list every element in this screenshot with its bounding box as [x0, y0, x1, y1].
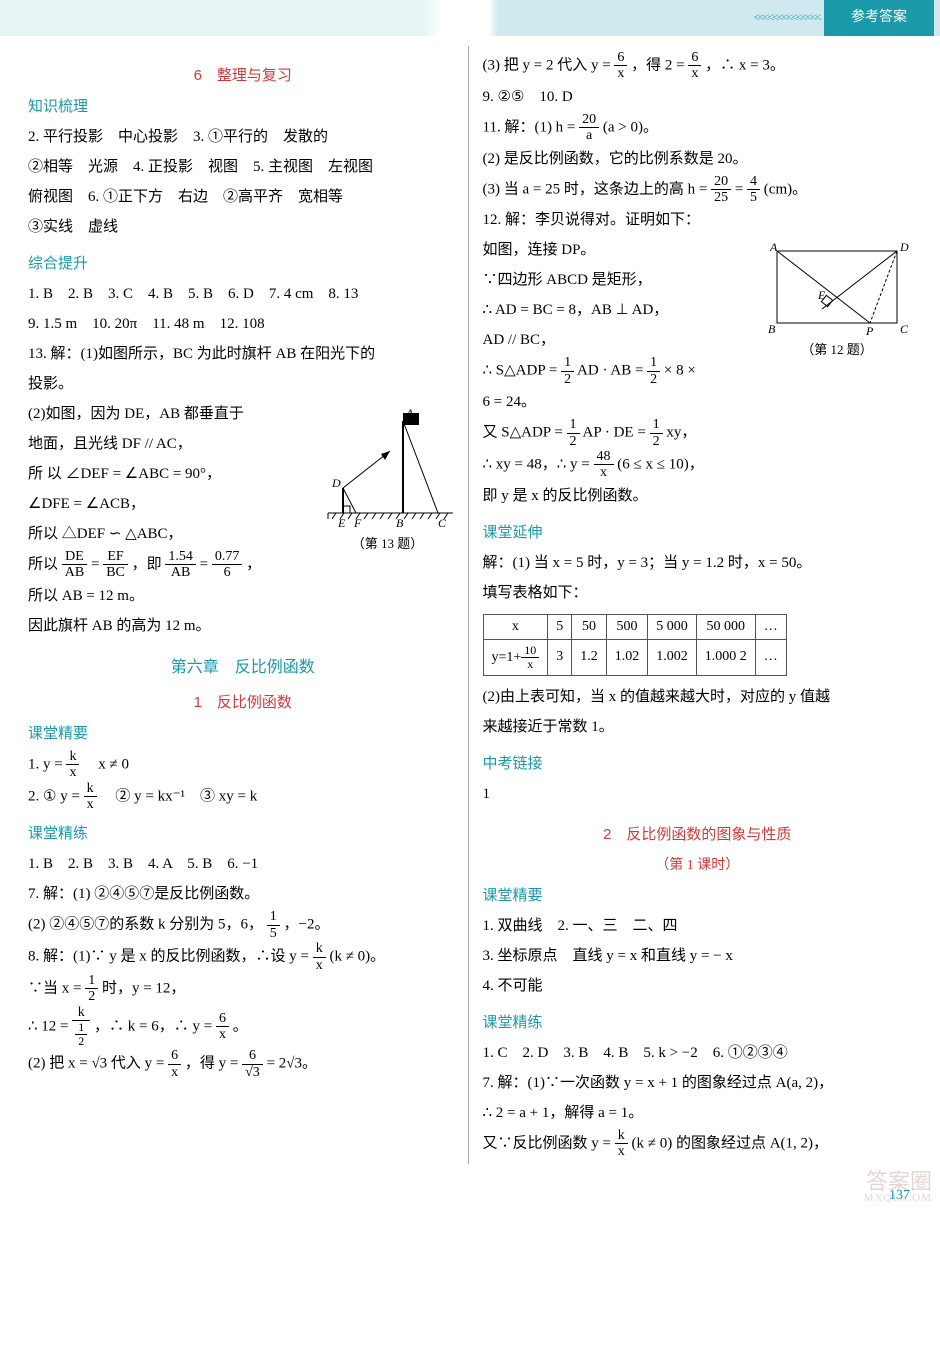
svg-text:C: C	[438, 516, 447, 530]
zsml-4: ③实线 虚线	[28, 212, 458, 242]
zklj-ans: 1	[483, 779, 913, 809]
watermark: 答案圈 MXQE.COM	[864, 1171, 932, 1204]
zsml-3: 俯视图 6. ①正下方 右边 ②高平齐 宽相等	[28, 182, 458, 212]
svg-text:D: D	[331, 476, 341, 490]
figure-13-svg: A B C D E F	[318, 403, 458, 533]
ktjy-2: 2. ① y = kx ② y = kx⁻¹ ③ xy = k	[28, 781, 458, 813]
data-table: x 5 50 500 5 000 50 000 … y=1+10x 3 1.2 …	[483, 614, 787, 676]
figure-12: A D B C P E （第 12 题）	[762, 239, 912, 358]
svg-text:F: F	[353, 516, 362, 530]
page-header: <<<<<<<<<<<<<< 参考答案	[0, 0, 940, 36]
title-6: 6 整理与复习	[28, 64, 458, 85]
p13h: 所以 DEAB = EFBC ，即 1.54AB = 0.776 ，	[28, 549, 458, 581]
page-footer: 137	[0, 1182, 940, 1210]
section-1: 1 反比例函数	[28, 691, 458, 712]
ys1: 解：(1) 当 x = 5 时，y = 3；当 y = 1.2 时，x = 50…	[483, 548, 913, 578]
p7: 7. 解：(1) ②④⑤⑦是反比例函数。	[28, 879, 458, 909]
p13h-pre: 所以	[28, 556, 62, 572]
rp3: (3) 把 y = 2 代入 y = 6x ，得 2 = 6x ，∴ x = 3…	[483, 50, 913, 82]
rp11: 11. 解：(1) h = 20a (a > 0)。	[483, 112, 913, 144]
svg-text:E: E	[817, 288, 826, 302]
label-zsml: 知识梳理	[28, 95, 458, 116]
ktjy2-2: 3. 坐标原点 直线 y = x 和直线 y = − x	[483, 941, 913, 971]
svg-text:B: B	[396, 516, 404, 530]
p7b: (2) ②④⑤⑦的系数 k 分别为 5，6， 15 ，−2。	[28, 909, 458, 941]
svg-text:D: D	[899, 240, 909, 254]
p13j: 因此旗杆 AB 的高为 12 m。	[28, 611, 458, 641]
zhts-2: 9. 1.5 m 10. 20π 11. 48 m 12. 108	[28, 309, 458, 339]
label-ktjl: 课堂精练	[28, 822, 458, 843]
rp12f: ∴ S△ADP = 12 AD · AB = 12 × 8 ×	[483, 355, 913, 387]
rp9: 9. ②⑤ 10. D	[483, 82, 913, 112]
rp7b: 7. 解：(1)∵一次函数 y = x + 1 的图象经过点 A(a, 2)，	[483, 1068, 913, 1098]
ktjy2-1: 1. 双曲线 2. 一、三 二、四	[483, 911, 913, 941]
svg-text:A: A	[769, 240, 778, 254]
rp12i: ∴ xy = 48，∴ y = 48x (6 ≤ x ≤ 10)，	[483, 449, 913, 481]
section-2-sub: （第 1 课时）	[483, 854, 913, 874]
table-row: y=1+10x 3 1.2 1.02 1.002 1.000 2 …	[483, 639, 786, 675]
rp11b: (2) 是反比例函数，它的比例系数是 20。	[483, 144, 913, 174]
ys2: 填写表格如下：	[483, 578, 913, 608]
label-ktjy2: 课堂精要	[483, 884, 913, 905]
ys3a: (2)由上表可知，当 x 的值越来越大时，对应的 y 值越	[483, 682, 913, 712]
header-badge: 参考答案	[824, 0, 934, 36]
p13a: 13. 解：(1)如图所示，BC 为此时旗杆 AB 在阳光下的	[28, 339, 458, 369]
p8d: (2) 把 x = √3 代入 y = 6x ，得 y = 6√3 = 2√3。	[28, 1048, 458, 1080]
label-ktjy: 课堂精要	[28, 722, 458, 743]
rp12j: 即 y 是 x 的反比例函数。	[483, 481, 913, 511]
svg-text:C: C	[900, 322, 909, 336]
rp7d: 又∵反比例函数 y = kx (k ≠ 0) 的图象经过点 A(1, 2)，	[483, 1128, 913, 1160]
ktjy-1: 1. y = kx x ≠ 0	[28, 749, 458, 781]
p8b: ∵当 x = 12 时，y = 12，	[28, 973, 458, 1005]
svg-text:E: E	[337, 516, 346, 530]
figure-13: A B C D E F （第 13 题）	[318, 403, 458, 552]
figure-13-caption: （第 13 题）	[318, 533, 458, 552]
label-zhts: 综合提升	[28, 252, 458, 273]
left-column: 6 整理与复习 知识梳理 2. 平行投影 中心投影 3. ①平行的 发散的 ②相…	[18, 46, 468, 1164]
ktjy2-3: 4. 不可能	[483, 971, 913, 1001]
zhts-1: 1. B 2. B 3. C 4. B 5. B 6. D 7. 4 cm 8.…	[28, 279, 458, 309]
figure-12-svg: A D B C P E	[762, 239, 912, 339]
right-column: (3) 把 y = 2 代入 y = 6x ，得 2 = 6x ，∴ x = 3…	[468, 46, 923, 1164]
label-ktys: 课堂延伸	[483, 521, 913, 542]
rp12a: 12. 解：李贝说得对。证明如下：	[483, 205, 913, 235]
rp7c: ∴ 2 = a + 1，解得 a = 1。	[483, 1098, 913, 1128]
rp11c: (3) 当 a = 25 时，这条边上的高 h = 2025 = 45 (cm)…	[483, 174, 913, 206]
svg-text:A: A	[405, 406, 414, 420]
svg-text:B: B	[768, 322, 776, 336]
zsml-1: 2. 平行投影 中心投影 3. ①平行的 发散的	[28, 122, 458, 152]
figure-12-caption: （第 12 题）	[762, 339, 912, 358]
ktjl-line: 1. B 2. B 3. B 4. A 5. B 6. −1	[28, 849, 458, 879]
section-2: 2 反比例函数的图象与性质	[483, 823, 913, 844]
header-arrows: <<<<<<<<<<<<<<	[753, 10, 820, 25]
p13b: 投影。	[28, 369, 458, 399]
p8: 8. 解：(1)∵ y 是 x 的反比例函数，∴设 y = kx (k ≠ 0)…	[28, 941, 458, 973]
label-ktjl2: 课堂精练	[483, 1011, 913, 1032]
svg-text:P: P	[865, 324, 874, 338]
p13i: 所以 AB = 12 m。	[28, 581, 458, 611]
label-zklj: 中考链接	[483, 752, 913, 773]
ktjl2-line: 1. C 2. D 3. B 4. B 5. k > −2 6. ①②③④	[483, 1038, 913, 1068]
p8c: ∴ 12 = k12 ，∴ k = 6，∴ y = 6x 。	[28, 1005, 458, 1049]
table-row: x 5 50 500 5 000 50 000 …	[483, 614, 786, 639]
chapter-6: 第六章 反比例函数	[28, 653, 458, 677]
rp12g: 6 = 24。	[483, 387, 913, 417]
rp12h: 又 S△ADP = 12 AP · DE = 12 xy，	[483, 417, 913, 449]
ys3b: 来越接近于常数 1。	[483, 712, 913, 742]
zsml-2: ②相等 光源 4. 正投影 视图 5. 主视图 左视图	[28, 152, 458, 182]
